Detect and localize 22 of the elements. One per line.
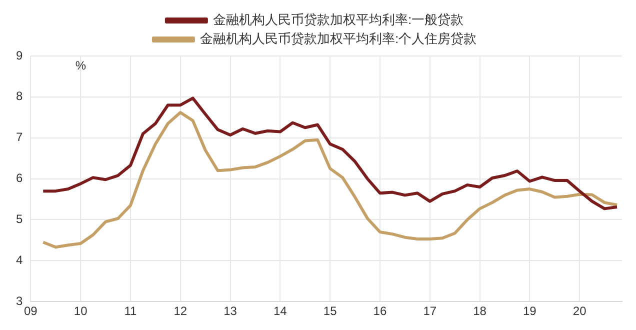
- x-tick-label: 20: [572, 304, 587, 318]
- y-tick-label: 5: [16, 212, 23, 226]
- x-tick-label: 11: [124, 304, 138, 318]
- y-tick-label: 7: [16, 130, 23, 144]
- legend-label: 金融机构人民币贷款加权平均利率:一般贷款: [212, 12, 464, 28]
- y-tick-label: 6: [16, 171, 23, 186]
- x-tick-label: 18: [473, 304, 487, 318]
- x-tick-label: 17: [423, 304, 437, 318]
- legend-label: 金融机构人民币贷款加权平均利率:个人住房贷款: [200, 31, 477, 46]
- y-tick-label: 9: [16, 48, 23, 62]
- y-tick-label: 4: [16, 252, 23, 267]
- y-tick-label: 3: [16, 294, 23, 308]
- y-tick-label: 8: [16, 89, 23, 104]
- x-tick-label: 13: [224, 304, 238, 318]
- y-axis-title: %: [75, 58, 86, 72]
- x-tick-label: 15: [323, 304, 338, 318]
- x-tick-label: 09: [24, 304, 38, 318]
- x-tick-label: 12: [174, 304, 188, 318]
- x-tick-label: 16: [373, 304, 387, 318]
- x-tick-label: 14: [274, 304, 288, 318]
- x-tick-label: 19: [523, 304, 537, 318]
- x-tick-label: 10: [74, 304, 88, 318]
